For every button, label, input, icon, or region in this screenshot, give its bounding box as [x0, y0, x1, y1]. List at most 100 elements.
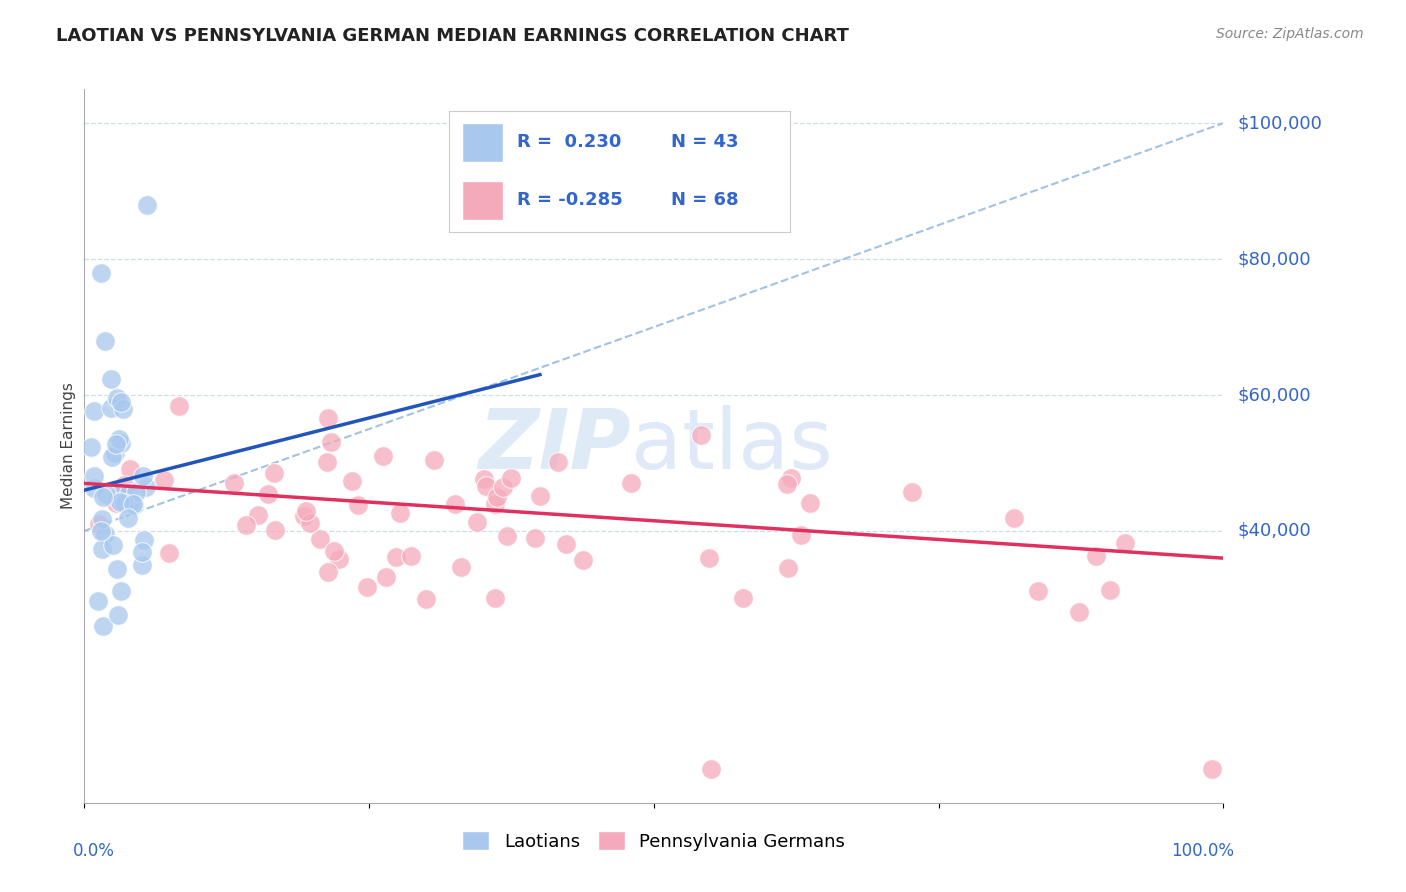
Point [159, 545, 181, 559]
Point [83, 469, 105, 483]
Point [105, 496, 128, 510]
Point [105, 562, 128, 576]
Point [790, 527, 813, 541]
Point [224, 476, 246, 491]
Point [100, 401, 122, 415]
Point [167, 400, 190, 414]
Point [108, 494, 131, 508]
Point [295, 504, 318, 518]
Point [1028, 583, 1050, 598]
Y-axis label: Median Earnings: Median Earnings [60, 383, 76, 509]
Point [124, 498, 146, 512]
Point [733, 591, 755, 605]
Point [901, 485, 924, 500]
Text: $80,000: $80,000 [1237, 250, 1310, 268]
Legend: Laotians, Pennsylvania Germans: Laotians, Pennsylvania Germans [456, 824, 852, 858]
Text: ZIP: ZIP [478, 406, 631, 486]
Point [96, 487, 118, 501]
Point [700, 762, 723, 776]
Point [423, 453, 446, 467]
Point [529, 489, 551, 503]
Point [465, 515, 488, 529]
Point [112, 496, 135, 510]
Point [571, 553, 593, 567]
Text: 0.0%: 0.0% [73, 842, 115, 860]
Point [356, 580, 378, 594]
Point [120, 461, 142, 475]
Point [110, 435, 132, 450]
Point [484, 497, 506, 511]
Point [136, 198, 159, 212]
Point [292, 509, 315, 524]
Point [499, 471, 522, 485]
Point [125, 485, 148, 500]
Point [100, 371, 122, 385]
Point [107, 432, 129, 446]
Point [523, 531, 546, 545]
Point [235, 517, 257, 532]
Point [776, 476, 799, 491]
Point [316, 410, 339, 425]
Point [120, 495, 142, 509]
Point [90, 511, 112, 525]
Point [319, 435, 342, 450]
Point [472, 472, 495, 486]
Text: $100,000: $100,000 [1237, 114, 1322, 132]
Point [389, 506, 412, 520]
Text: LAOTIAN VS PENNSYLVANIA GERMAN MEDIAN EARNINGS CORRELATION CHART: LAOTIAN VS PENNSYLVANIA GERMAN MEDIAN EA… [56, 27, 849, 45]
Point [375, 570, 398, 584]
Point [450, 560, 472, 574]
Point [385, 550, 408, 565]
Point [132, 468, 155, 483]
Point [90, 524, 112, 538]
Point [118, 486, 141, 500]
Point [153, 473, 176, 487]
Point [1099, 582, 1122, 597]
Point [309, 532, 332, 546]
Point [346, 498, 368, 512]
Point [697, 550, 720, 565]
Point [340, 475, 363, 489]
Point [257, 487, 280, 501]
Point [104, 446, 127, 460]
Point [1067, 605, 1090, 619]
Point [485, 490, 508, 504]
Text: $60,000: $60,000 [1237, 386, 1310, 404]
Point [776, 561, 799, 575]
Point [110, 583, 132, 598]
Point [780, 471, 803, 485]
Point [134, 533, 156, 547]
Point [90, 266, 112, 280]
Point [105, 391, 128, 405]
Point [263, 523, 285, 537]
Point [315, 455, 337, 469]
Point [316, 566, 339, 580]
Point [117, 510, 139, 524]
Point [86, 594, 108, 608]
Point [247, 508, 270, 523]
Point [1201, 762, 1223, 776]
Point [91, 490, 114, 504]
Point [555, 537, 578, 551]
Point [94, 527, 117, 541]
Point [323, 544, 346, 558]
Point [83, 404, 105, 418]
Point [1084, 549, 1107, 563]
Point [83, 481, 105, 495]
Point [401, 549, 423, 563]
Point [112, 478, 135, 492]
Text: atlas: atlas [631, 406, 832, 486]
Point [101, 537, 124, 551]
Point [100, 450, 122, 464]
Point [80, 440, 103, 454]
Point [131, 545, 153, 559]
Text: Source: ZipAtlas.com: Source: ZipAtlas.com [1216, 27, 1364, 41]
Point [110, 394, 132, 409]
Point [107, 608, 129, 623]
Point [104, 437, 127, 451]
Point [91, 618, 114, 632]
Point [547, 454, 569, 468]
Point [328, 551, 350, 566]
Text: $40,000: $40,000 [1237, 522, 1310, 540]
Point [689, 428, 711, 442]
